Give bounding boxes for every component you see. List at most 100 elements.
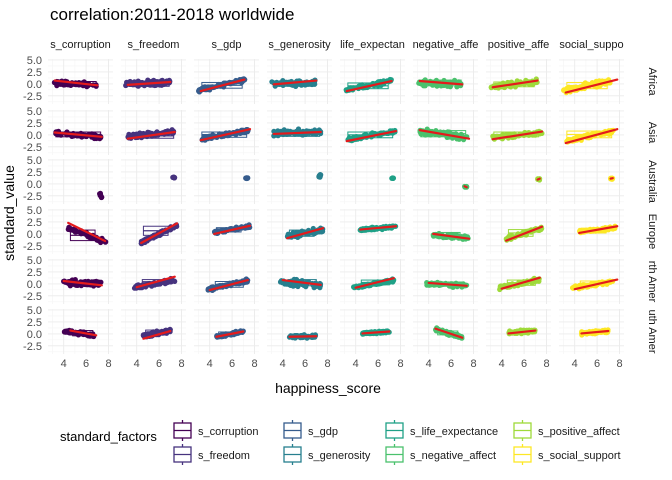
panel-asia-s_freedom xyxy=(121,110,186,155)
trend-line xyxy=(126,130,176,140)
x-tick-label: 4 xyxy=(207,358,213,370)
x-tick-label: 4 xyxy=(353,358,359,370)
trend-line xyxy=(491,130,544,141)
data-point xyxy=(390,175,396,181)
trend-line xyxy=(67,221,107,243)
panel-asia-s_generosity xyxy=(267,110,332,155)
trend-line xyxy=(126,80,172,86)
legend-key-s_freedom xyxy=(173,444,192,465)
x-tick-label: 6 xyxy=(83,358,89,370)
panel-africa-s_social_support xyxy=(559,59,624,104)
y-tick-label: -2.5 xyxy=(23,191,42,203)
y-tick-label: 5.0 xyxy=(27,155,42,167)
x-tick-label: 4 xyxy=(426,358,432,370)
row-strip-label-europe: Europe xyxy=(646,214,658,249)
trend-line xyxy=(500,276,541,290)
panel-australia-s_corruption xyxy=(48,159,113,204)
trend-line xyxy=(564,78,619,94)
x-tick-label: 8 xyxy=(470,358,476,370)
chart-title: correlation:2011-2018 worldwide xyxy=(50,5,294,24)
data-point xyxy=(316,173,322,180)
y-tick-label: 2.5 xyxy=(27,217,42,229)
y-tick-label: 2.5 xyxy=(27,167,42,179)
strip-label-s_gdp: s_gdp xyxy=(212,39,242,51)
y-tick-label: 2.5 xyxy=(27,317,42,329)
panel-africa-s_generosity xyxy=(267,59,332,104)
trend-line xyxy=(208,278,249,292)
panel-europe-s_positive_affect xyxy=(486,209,551,254)
panel-australia-s_generosity xyxy=(267,159,332,204)
panel-south_america-s_social_support xyxy=(559,309,624,354)
x-tick-label: 4 xyxy=(572,358,578,370)
trend-line xyxy=(427,281,468,287)
data-point xyxy=(164,280,170,286)
strip-label-s_social_support: social_suppo xyxy=(559,39,623,51)
panel-north_america-s_negative_affect xyxy=(413,259,478,304)
strip-label-s_generosity: s_generosity xyxy=(268,39,331,51)
legend-key-s_corruption xyxy=(173,420,192,441)
x-tick-label: 6 xyxy=(521,358,527,370)
trend-line xyxy=(62,279,103,287)
panel-background xyxy=(340,159,405,204)
panel-background xyxy=(413,209,478,254)
panel-asia-s_positive_affect xyxy=(486,110,551,155)
panel-background xyxy=(267,159,332,204)
legend-key-s_life_expectance xyxy=(385,420,404,441)
row-strip-label-australia: Australia xyxy=(646,160,658,204)
y-tick-label: 2.5 xyxy=(27,67,42,79)
legend-key-s_social_support xyxy=(513,444,532,465)
trend-line xyxy=(418,79,464,86)
panel-background xyxy=(194,159,259,204)
trend-line xyxy=(507,329,537,335)
trend-line xyxy=(505,225,544,242)
panel-australia-s_gdp xyxy=(194,159,259,204)
trend-line xyxy=(359,225,398,231)
y-tick-label: 0.0 xyxy=(27,130,42,142)
trend-line xyxy=(345,79,393,93)
trend-line xyxy=(463,185,468,189)
row-strip-label-asia: Asia xyxy=(646,122,658,144)
trend-line xyxy=(432,232,471,240)
y-tick-label: 0.0 xyxy=(27,329,42,341)
legend-label-s_generosity: s_generosity xyxy=(308,450,371,462)
panel-asia-s_gdp xyxy=(194,110,259,155)
panel-north_america-s_generosity xyxy=(267,259,332,304)
trend-line xyxy=(354,277,395,289)
legend: standard_factors s_corruption s_freedom s_… xyxy=(60,420,621,465)
strip-label-s_positive_affect: positive_affe xyxy=(488,39,550,51)
panel-africa-s_negative_affect xyxy=(413,59,478,104)
x-tick-label: 8 xyxy=(105,358,111,370)
panel-australia-s_positive_affect xyxy=(486,159,551,204)
data-point xyxy=(171,278,177,284)
legend-label-s_positive_affect: s_positive_affect xyxy=(538,426,620,438)
trend-line xyxy=(272,130,322,136)
x-tick-label: 8 xyxy=(324,358,330,370)
legend-label-s_freedom: s_freedom xyxy=(198,450,250,462)
y-axis-title: standard_value xyxy=(1,165,17,261)
trend-line xyxy=(578,225,619,235)
row-strip-label-africa: Africa xyxy=(646,67,658,96)
strip-label-s_life_expectance: life_expectan xyxy=(340,39,405,51)
data-point xyxy=(244,175,250,181)
panel-europe-s_corruption xyxy=(48,209,113,254)
trend-line xyxy=(69,329,98,337)
trend-line xyxy=(213,224,252,235)
panel-asia-s_corruption xyxy=(48,110,113,155)
panel-north_america-s_social_support xyxy=(559,259,624,304)
data-point xyxy=(62,329,68,335)
panel-australia-s_social_support xyxy=(559,159,624,204)
y-tick-label: 0.0 xyxy=(27,229,42,241)
legend-label-s_life_expectance: s_life_expectance xyxy=(410,426,498,438)
panel-asia-s_negative_affect xyxy=(413,110,478,155)
trend-line xyxy=(215,330,245,338)
trend-line xyxy=(361,330,391,335)
panel-south_america-s_negative_affect xyxy=(413,309,478,354)
panel-south_america-s_positive_affect xyxy=(486,309,551,354)
panel-europe-s_social_support xyxy=(559,209,624,254)
row-strip-label-north_america: rth Amer xyxy=(646,261,658,303)
legend-label-s_negative_affect: s_negative_affect xyxy=(410,450,496,462)
panel-south_america-s_freedom xyxy=(121,309,186,354)
panel-australia-s_negative_affect xyxy=(413,159,478,204)
strip-label-s_freedom: s_freedom xyxy=(128,39,180,51)
